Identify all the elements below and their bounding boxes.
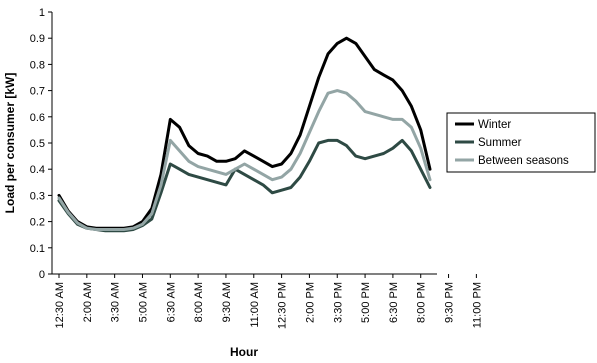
- series-lines: [57, 36, 432, 233]
- x-tick-label: 5:00 AM: [137, 282, 149, 322]
- y-tick-label: 0.1: [30, 243, 45, 255]
- x-tick-label: 11:00 AM: [249, 282, 261, 328]
- legend-label: Summer: [478, 137, 522, 149]
- x-tick-label: 12:30 PM: [277, 282, 289, 329]
- series-line-winter: [57, 36, 432, 230]
- legend: Winter Summer Between seasons: [446, 112, 596, 173]
- x-tick-label: 11:00 PM: [471, 282, 483, 328]
- x-ticks: 12:30 AM 2:00 AM 3:30 AM 5:00 AM 6:30 AM 8:00…: [54, 274, 483, 329]
- x-tick-label: 12:30 AM: [54, 282, 66, 328]
- axes: [51, 12, 437, 275]
- x-tick-label: 3:30 PM: [332, 282, 344, 323]
- x-tick-label: 8:00 PM: [416, 282, 428, 323]
- y-tick-label: 0.5: [30, 138, 45, 150]
- series-line-between-seasons: [57, 89, 432, 231]
- x-tick-label: 9:30 PM: [444, 282, 456, 323]
- x-tick-label: 6:30 PM: [388, 282, 400, 323]
- legend-label: Winter: [478, 119, 511, 131]
- x-axis-title: Hour: [230, 345, 258, 359]
- y-tick-label: 0.3: [30, 190, 45, 202]
- y-tick-label: 1: [39, 7, 45, 19]
- y-tick-label: 0.7: [30, 86, 45, 98]
- x-tick-label: 5:00 PM: [360, 282, 372, 323]
- series-line-summer: [57, 138, 432, 233]
- y-tick-label: 0: [39, 269, 45, 281]
- y-axis-title: Load per consumer [kW]: [3, 73, 17, 214]
- x-tick-label: 8:00 AM: [193, 282, 205, 322]
- x-tick-label: 2:00 PM: [304, 282, 316, 323]
- x-tick-label: 2:00 AM: [82, 282, 94, 322]
- y-ticks: 0 0.1 0.2 0.3 0.4 0.5 0.6 0.7 0.8 0.9 1: [30, 7, 52, 281]
- x-tick-label: 3:30 AM: [110, 282, 122, 322]
- y-tick-label: 0.2: [30, 217, 45, 229]
- y-tick-label: 0.4: [30, 164, 45, 176]
- y-tick-label: 0.9: [30, 33, 45, 45]
- y-tick-label: 0.8: [30, 59, 45, 71]
- y-tick-label: 0.6: [30, 112, 45, 124]
- x-tick-label: 9:30 AM: [221, 282, 233, 322]
- legend-label: Between seasons: [478, 155, 569, 167]
- x-tick-label: 6:30 AM: [165, 282, 177, 322]
